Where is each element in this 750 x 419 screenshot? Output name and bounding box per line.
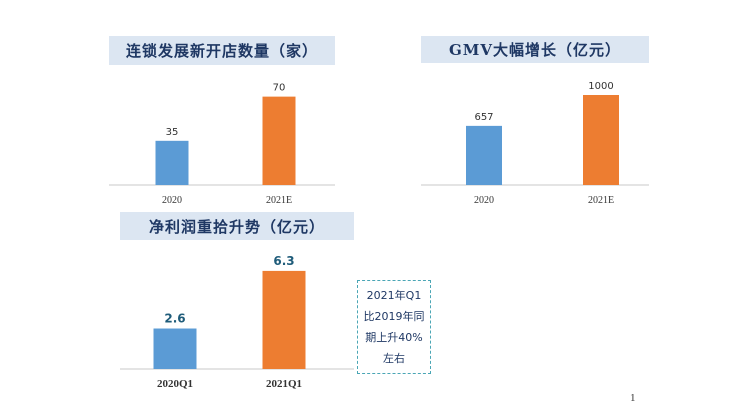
category-label: 2020 bbox=[162, 195, 182, 206]
bar-2021Q1 bbox=[262, 270, 306, 369]
category-label: 2020 bbox=[474, 195, 494, 206]
bar-2020Q1 bbox=[153, 328, 197, 369]
category-label: 2021E bbox=[588, 195, 614, 206]
bar-2020 bbox=[155, 140, 189, 185]
value-label: 35 bbox=[166, 127, 179, 138]
note-line: 比2019年同 bbox=[363, 310, 425, 323]
chart2: 657 2020 1000 2021E bbox=[421, 81, 649, 206]
bar-2021E bbox=[262, 96, 296, 185]
value-label: 657 bbox=[474, 112, 493, 123]
category-label: 2021Q1 bbox=[266, 378, 302, 390]
note-line: 2021年Q1 bbox=[366, 289, 422, 302]
value-label: 2.6 bbox=[164, 312, 185, 326]
chart3: 2.6 2020Q1 6.3 2021Q1 bbox=[120, 254, 354, 390]
bar-2021E bbox=[583, 95, 619, 185]
note-box: 2021年Q1 比2019年同 期上升40% 左右 bbox=[357, 280, 431, 374]
value-label: 1000 bbox=[588, 81, 613, 92]
page-number: 1 bbox=[630, 392, 636, 404]
value-label: 70 bbox=[273, 83, 286, 94]
chart2-title: GMV大幅增长（亿元） bbox=[421, 36, 649, 63]
chart1-title: 连锁发展新开店数量（家） bbox=[109, 36, 335, 65]
chart3-title: 净利润重拾升势（亿元） bbox=[120, 212, 354, 240]
note-line: 左右 bbox=[383, 352, 405, 365]
note-line: 期上升40% bbox=[365, 331, 423, 344]
chart1: 35 2020 70 2021E bbox=[109, 83, 335, 206]
bar-2020 bbox=[466, 125, 502, 185]
category-label: 2021E bbox=[266, 195, 292, 206]
category-label: 2020Q1 bbox=[157, 378, 193, 390]
value-label: 6.3 bbox=[273, 254, 294, 268]
